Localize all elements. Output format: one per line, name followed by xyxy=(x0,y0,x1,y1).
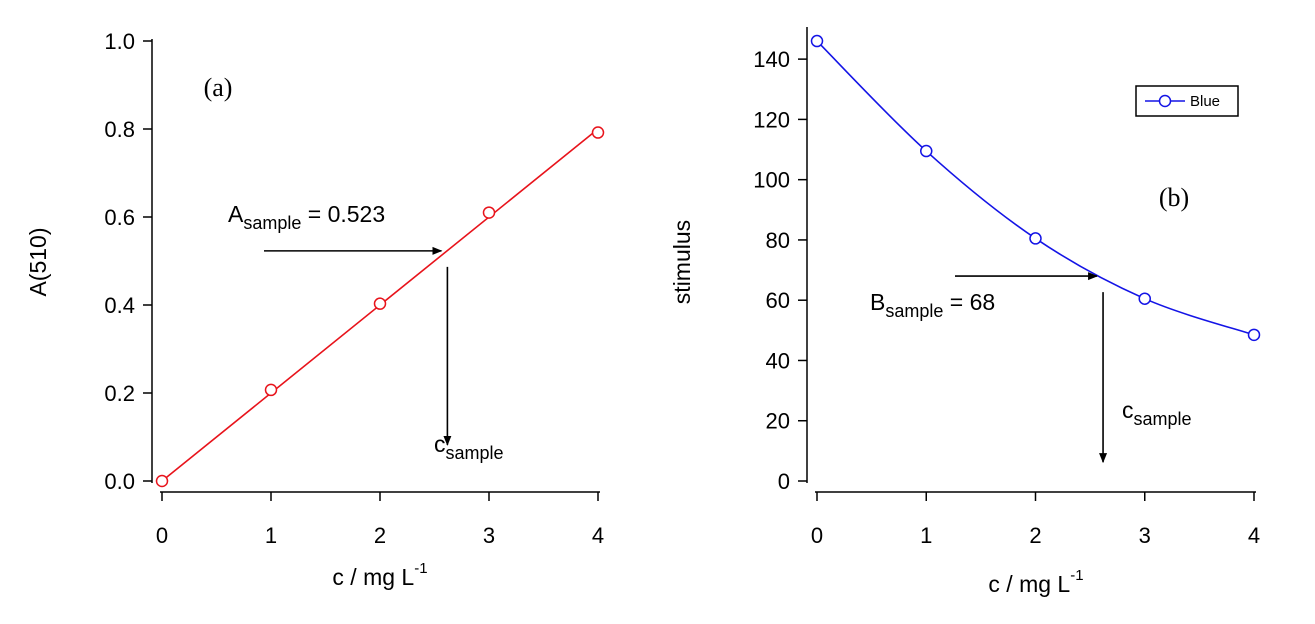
panel-a-y-axis-title: A(510) xyxy=(25,227,51,296)
y-tick-label: 60 xyxy=(766,288,790,313)
data-point xyxy=(920,144,933,158)
y-tick-label: 120 xyxy=(753,107,790,132)
c-sample-label: csample xyxy=(434,431,504,463)
y-tick-label: 0.2 xyxy=(104,381,135,406)
data-point xyxy=(373,297,387,310)
panel-a-marks xyxy=(155,126,605,488)
y-tick-label: 0.6 xyxy=(104,205,135,230)
data-point xyxy=(1029,232,1042,245)
data-point xyxy=(591,126,605,139)
sample-value-label: Asample = 0.523 xyxy=(228,201,385,233)
y-tick-label: 20 xyxy=(766,409,790,434)
panel-b-marks xyxy=(810,34,1261,342)
sample-value-label: Bsample = 68 xyxy=(870,289,995,321)
x-tick-label: 0 xyxy=(156,523,168,548)
panel-b-ticks: 0 20 40 60 80 100 120 140 0 1 2 3 4 xyxy=(753,47,1260,548)
y-tick-label: 80 xyxy=(766,228,790,253)
x-tick-label: 0 xyxy=(811,523,823,548)
legend-marker-swatch xyxy=(1158,94,1172,108)
y-tick-label: 140 xyxy=(753,47,790,72)
panel-b-tag: (b) xyxy=(1159,183,1189,212)
y-tick-label: 1.0 xyxy=(104,29,135,54)
legend-label-blue: Blue xyxy=(1190,93,1220,110)
x-tick-label: 1 xyxy=(265,523,277,548)
y-tick-label: 40 xyxy=(766,348,790,373)
panel-a-axes xyxy=(151,39,600,493)
panel-b-x-axis-title: c / mg L-1 xyxy=(988,567,1083,597)
data-point xyxy=(264,383,278,397)
panel-b-y-axis-title: stimulus xyxy=(669,220,695,304)
panel-b-chart: 0 20 40 60 80 100 120 140 0 1 2 3 4 Bsample = 68 csam… xyxy=(669,27,1261,597)
data-point xyxy=(1247,328,1261,342)
x-tick-label: 4 xyxy=(592,523,604,548)
legend-box xyxy=(1135,85,1239,117)
panel-a-ticks: 0.0 0.2 0.4 0.6 0.8 1.0 0 1 2 3 4 xyxy=(104,29,604,548)
x-tick-label: 3 xyxy=(483,523,495,548)
c-sample-label: csample xyxy=(1122,397,1192,429)
data-point xyxy=(810,34,824,48)
panel-a-annotations: Asample = 0.523 csample xyxy=(228,201,504,463)
x-tick-label: 2 xyxy=(374,523,386,548)
data-point xyxy=(1138,292,1151,305)
data-point xyxy=(155,474,169,488)
panel-b-legend: Blue xyxy=(1135,85,1239,117)
y-tick-label: 0.4 xyxy=(104,293,135,318)
y-tick-label: 100 xyxy=(753,168,790,193)
data-point xyxy=(482,206,496,219)
y-tick-label: 0.0 xyxy=(104,469,135,494)
x-tick-label: 1 xyxy=(920,523,932,548)
x-tick-label: 2 xyxy=(1029,523,1041,548)
panel-a-chart: 0.0 0.2 0.4 0.6 0.8 1.0 0 1 2 3 4 Asample = 0.523 c… xyxy=(25,29,605,590)
y-tick-label: 0.8 xyxy=(104,117,135,142)
panel-a-tag: (a) xyxy=(204,73,233,102)
panel-b-annotations: Bsample = 68 csample xyxy=(870,272,1192,464)
y-tick-label: 0 xyxy=(778,469,790,494)
x-tick-label: 4 xyxy=(1248,523,1260,548)
panel-a-x-axis-title: c / mg L-1 xyxy=(332,560,427,590)
x-tick-label: 3 xyxy=(1139,523,1151,548)
